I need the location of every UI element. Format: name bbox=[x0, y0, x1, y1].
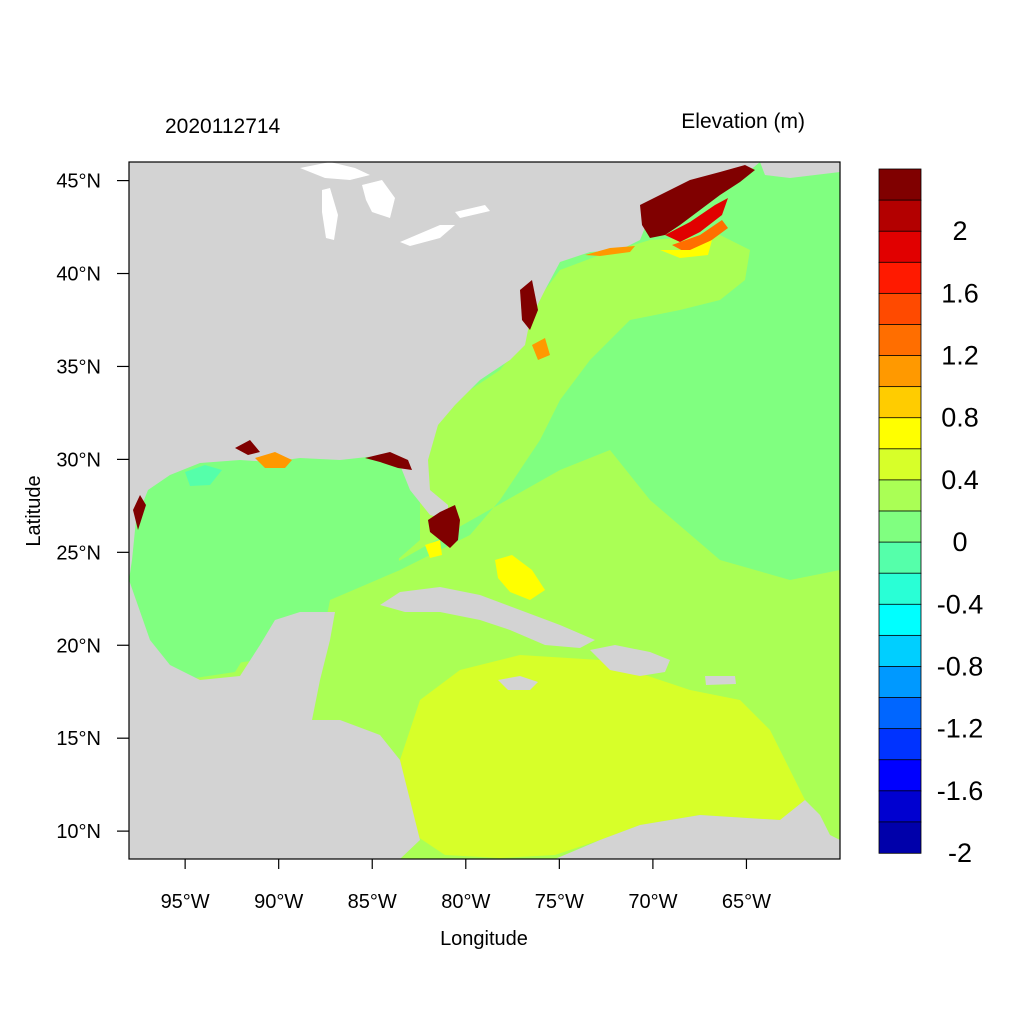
colorbar-swatch bbox=[878, 261, 922, 295]
colorbar-label: 1.2 bbox=[941, 341, 979, 371]
x-tick-label: 70°W bbox=[628, 891, 677, 913]
gulf-of-maine-surge-red bbox=[665, 198, 728, 242]
y-tick-label: 15°N bbox=[56, 728, 101, 750]
x-tick-label: 80°W bbox=[441, 891, 490, 913]
mid-atlantic-coast-surge bbox=[520, 280, 538, 330]
louisiana-marsh-surge bbox=[235, 440, 260, 455]
y-tick-label: 10°N bbox=[56, 821, 101, 843]
y-tick-label: 45°N bbox=[56, 171, 101, 193]
colorbar: 2 1.6 1.2 0.8 0.4 0 -0.4 -0.8 -1.2 -1.6 -2 bbox=[878, 168, 984, 868]
colorbar-swatch bbox=[878, 230, 922, 263]
y-tick-label: 35°N bbox=[56, 356, 101, 378]
colorbar-swatch bbox=[878, 417, 922, 450]
y-axis: 45°N 40°N 35°N 30°N 25°N 20°N 15°N 10°N bbox=[56, 171, 129, 843]
y-tick-label: 25°N bbox=[56, 542, 101, 564]
mexico-central-america-landmass bbox=[129, 580, 420, 859]
y-axis-label: Latitude bbox=[23, 475, 45, 546]
variable-title: Elevation (m) bbox=[681, 110, 805, 133]
colorbar-swatch bbox=[878, 821, 922, 854]
lake-erie bbox=[400, 225, 455, 246]
surge-patches bbox=[133, 165, 755, 600]
colorbar-swatch bbox=[878, 790, 922, 823]
x-axis-label: Longitude bbox=[440, 928, 528, 950]
florida-big-bend-surge bbox=[365, 452, 412, 470]
y-tick-label: 20°N bbox=[56, 635, 101, 657]
colorbar-swatch bbox=[878, 634, 922, 668]
colorbar-label: 2 bbox=[952, 216, 967, 246]
colorbar-label: -2 bbox=[948, 838, 972, 868]
colorbar-swatch bbox=[878, 728, 922, 761]
gulf-of-maine-surge-max bbox=[640, 165, 755, 238]
colorbar-swatch bbox=[878, 168, 922, 201]
hispaniola-island bbox=[590, 645, 670, 676]
puerto-rico-island bbox=[705, 676, 736, 685]
colorbar-label: -0.8 bbox=[937, 651, 984, 681]
y-tick-label: 30°N bbox=[56, 449, 101, 471]
lake-superior bbox=[300, 162, 370, 180]
great-bahama-bank-patch bbox=[425, 540, 442, 558]
colorbar-swatch bbox=[878, 603, 922, 637]
colorbar-swatch bbox=[878, 541, 922, 574]
map-plot-area bbox=[129, 162, 840, 859]
x-axis: 95°W 90°W 85°W 80°W 75°W 70°W 65°W bbox=[161, 859, 771, 913]
long-island-sound-surge bbox=[585, 246, 635, 256]
colorbar-swatch bbox=[878, 697, 922, 730]
map-time-stamp: 2020112714 bbox=[165, 115, 281, 138]
colorbar-swatch bbox=[878, 448, 922, 481]
x-tick-label: 75°W bbox=[535, 891, 584, 913]
louisiana-coast-surge bbox=[255, 452, 292, 468]
colorbar-label: -1.2 bbox=[937, 714, 984, 744]
colorbar-label: 1.6 bbox=[941, 278, 979, 308]
colorbar-swatch bbox=[878, 572, 922, 605]
north-america-landmass bbox=[129, 162, 760, 580]
x-tick-label: 65°W bbox=[722, 891, 771, 913]
gulf-of-maine-surge-orange bbox=[672, 220, 728, 252]
colorbar-swatch bbox=[878, 386, 922, 419]
pamlico-sound-surge bbox=[532, 338, 550, 360]
colorbar-label: -0.4 bbox=[937, 589, 984, 619]
nova-scotia-landmass bbox=[760, 162, 840, 178]
x-tick-label: 85°W bbox=[348, 891, 397, 913]
colorbar-label: 0 bbox=[952, 527, 967, 557]
colorbar-swatch bbox=[878, 666, 922, 699]
gulf-of-mexico-basin bbox=[132, 455, 400, 678]
y-tick-label: 40°N bbox=[56, 264, 101, 286]
south-florida-surge bbox=[428, 505, 460, 548]
colorbar-label: 0.4 bbox=[941, 465, 979, 495]
colorbar-swatch bbox=[878, 510, 922, 543]
lake-michigan bbox=[322, 188, 338, 240]
louisiana-shelf-negative bbox=[185, 465, 222, 486]
colorbar-swatch bbox=[878, 324, 922, 357]
cuba-island bbox=[380, 587, 595, 648]
land-masses bbox=[129, 162, 840, 859]
colorbar-swatch bbox=[878, 199, 922, 232]
colorbar-swatch bbox=[878, 759, 922, 792]
map-frame bbox=[128, 161, 841, 860]
lake-huron bbox=[362, 180, 395, 218]
jamaica-island bbox=[498, 676, 538, 690]
caribbean-mid-positive bbox=[400, 655, 805, 858]
great-lakes bbox=[300, 162, 490, 246]
lake-ontario bbox=[455, 205, 490, 218]
colorbar-label: -1.6 bbox=[937, 776, 984, 806]
gulf-of-maine-surge-yellow bbox=[660, 240, 712, 258]
south-america-landmass bbox=[555, 800, 840, 859]
x-tick-label: 90°W bbox=[254, 891, 303, 913]
x-tick-label: 95°W bbox=[161, 891, 210, 913]
texas-coast-surge bbox=[133, 495, 146, 530]
colorbar-swatch bbox=[878, 355, 922, 388]
colorbar-swatch bbox=[878, 479, 922, 512]
bahamas-bank-surge bbox=[495, 555, 545, 600]
colorbar-label: 0.8 bbox=[941, 403, 979, 433]
colorbar-swatch bbox=[878, 292, 922, 326]
